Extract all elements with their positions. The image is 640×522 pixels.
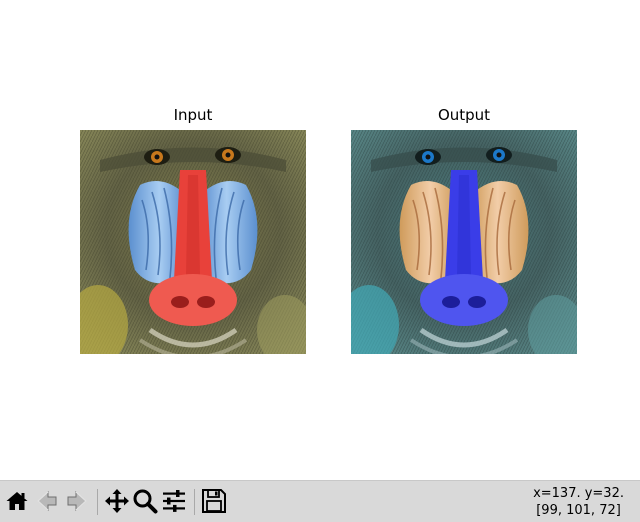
pixel-value: [99, 101, 72]	[536, 503, 621, 518]
input-image[interactable]	[80, 130, 306, 354]
home-icon	[6, 492, 28, 510]
sliders-icon	[163, 490, 185, 512]
save-button[interactable]	[200, 487, 228, 515]
toolbar-separator	[194, 489, 195, 515]
magnifier-icon	[133, 489, 158, 514]
move-icon	[105, 489, 129, 513]
floppy-disk-icon	[202, 489, 226, 513]
coordinate-readout: x=137. y=32. [99, 101, 72]	[533, 485, 624, 519]
back-button[interactable]	[33, 487, 61, 515]
forward-arrow-icon	[67, 490, 87, 512]
output-image[interactable]	[351, 130, 577, 354]
input-mandrill-image	[80, 130, 306, 354]
output-axes-title: Output	[437, 106, 491, 124]
zoom-button[interactable]	[131, 487, 159, 515]
back-arrow-icon	[37, 490, 57, 512]
pan-button[interactable]	[103, 487, 131, 515]
figure-canvas[interactable]: Input	[0, 0, 640, 480]
output-mandrill-image	[351, 130, 577, 354]
cursor-coordinates: x=137. y=32.	[533, 486, 624, 501]
configure-subplots-button[interactable]	[160, 487, 188, 515]
toolbar-separator	[97, 489, 98, 515]
forward-button[interactable]	[63, 487, 91, 515]
home-button[interactable]	[3, 487, 31, 515]
input-axes-title: Input	[173, 106, 213, 124]
navigation-toolbar: x=137. y=32. [99, 101, 72]	[0, 480, 640, 522]
